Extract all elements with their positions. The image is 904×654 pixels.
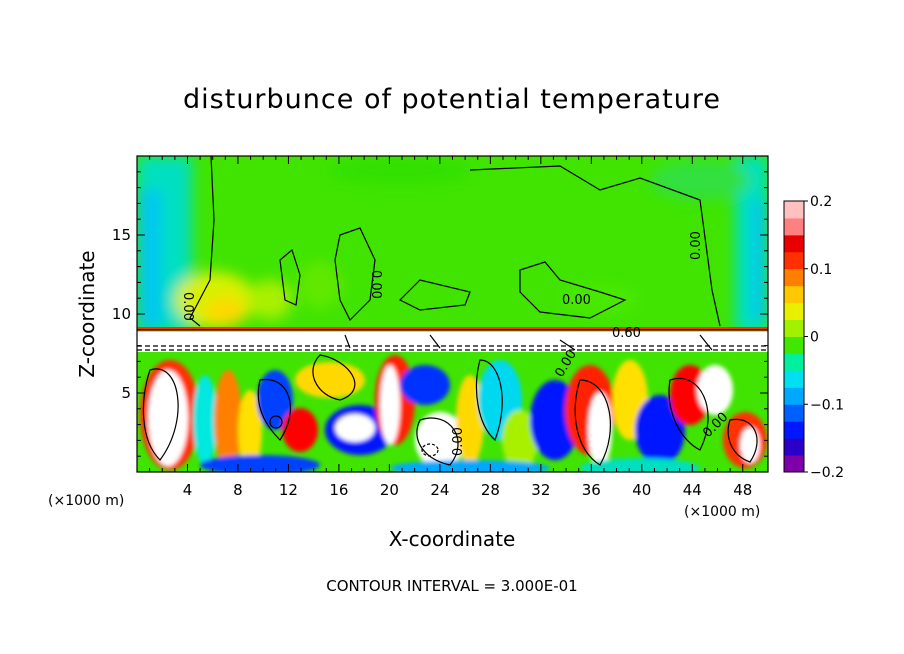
colorbar-swatch (784, 319, 804, 337)
contour-label: 0.00 (368, 270, 383, 299)
y-tick-label: 5 (121, 384, 131, 402)
colorbar-swatch (784, 404, 804, 422)
x-axis: 4 8 12 16 20 24 28 32 36 40 44 48 (149, 156, 756, 499)
x-tick-label: 36 (582, 481, 601, 499)
x-unit-left: (×1000 m) (48, 493, 124, 509)
y-axis-title: Z-coordinate (75, 250, 99, 377)
contour-label: 0.00 (180, 292, 195, 321)
contour-interval-note: CONTOUR INTERVAL = 3.000E-01 (326, 577, 578, 595)
colorbar-tick-label: 0 (810, 330, 819, 346)
x-tick-label: 24 (430, 481, 449, 499)
inversion-band (137, 328, 768, 353)
colorbar-swatch (784, 251, 804, 270)
colorbar-swatch (784, 455, 804, 473)
contour-label: 0.00 (562, 293, 591, 308)
colorbar-swatch (784, 438, 804, 456)
colorbar-swatch (784, 336, 804, 354)
colorbar-swatch (784, 302, 804, 321)
x-tick-label: 40 (632, 481, 651, 499)
y-axis: 5 10 15 (112, 171, 768, 457)
colorbar-tick-label: 0.1 (810, 262, 832, 278)
colorbar-swatch (784, 217, 804, 236)
colorbar-tick-label: −0.2 (810, 465, 844, 481)
colorbar-swatch (784, 387, 804, 405)
x-tick-label: 28 (481, 481, 500, 499)
y-tick-label: 10 (112, 305, 131, 323)
chart-title: disturbunce of potential temperature (183, 84, 721, 115)
x-axis-title: X-coordinate (389, 527, 516, 551)
x-tick-label: 4 (183, 481, 193, 499)
x-tick-label: 8 (233, 481, 243, 499)
contour-label: 0.00 (689, 231, 704, 260)
colorbar: 0.2 0.1 0 −0.1 −0.2 (783, 194, 844, 481)
y-tick-label: 15 (112, 226, 131, 244)
upper-field-patches (137, 156, 768, 332)
x-tick-label: 12 (279, 481, 298, 499)
contour-label: 0.00 (451, 427, 466, 456)
x-unit-right: (×1000 m) (684, 504, 760, 520)
contour-lines (137, 156, 768, 466)
x-tick-label: 44 (683, 481, 702, 499)
colorbar-tick-label: 0.2 (810, 194, 832, 210)
x-tick-label: 20 (380, 481, 399, 499)
plot-area: 0.00 0.00 0.60 0.00 0.00 0.00 0.00 0.00 (137, 156, 768, 472)
colorbar-tick-label: −0.1 (810, 397, 844, 413)
colorbar-swatch (784, 285, 804, 304)
colorbar-swatch (784, 370, 804, 388)
colorbar-swatch (784, 201, 804, 219)
contour-label: 0.60 (612, 326, 641, 341)
colorbar-swatch (784, 234, 804, 253)
x-tick-label: 48 (733, 481, 752, 499)
colorbar-swatch (784, 353, 804, 371)
colorbar-swatch (784, 268, 804, 287)
x-tick-label: 16 (329, 481, 348, 499)
colorbar-swatch (784, 421, 804, 439)
x-tick-label: 32 (531, 481, 550, 499)
